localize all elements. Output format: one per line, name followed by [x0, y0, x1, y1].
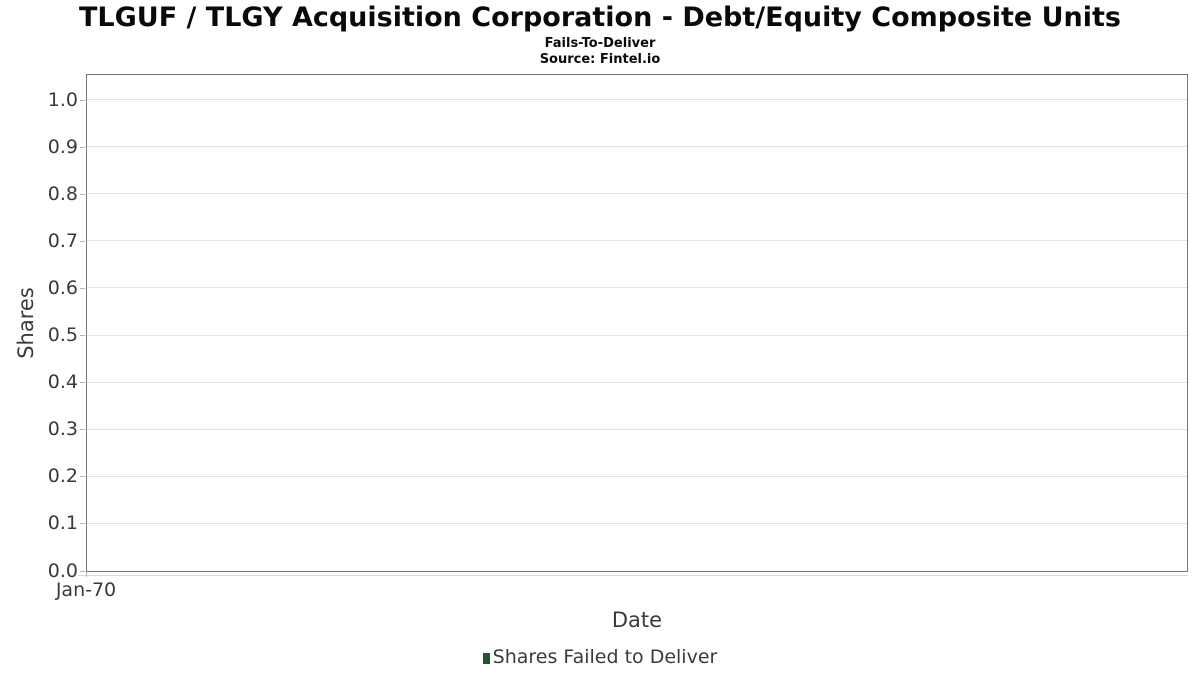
- x-axis-title: Date: [611, 608, 663, 632]
- x-tick-label: Jan-70: [55, 579, 117, 601]
- gridline: [87, 287, 1187, 289]
- y-tick-label: 0.6: [47, 276, 78, 299]
- axis-underline: [78, 575, 1188, 576]
- source-caption: Source: Fintel.io: [539, 52, 661, 67]
- y-tick-mark: [80, 476, 85, 478]
- y-tick-mark: [80, 523, 85, 525]
- gridline: [87, 240, 1187, 242]
- y-tick-mark: [80, 240, 85, 242]
- y-tick-label: 0.7: [47, 229, 78, 252]
- y-tick-mark: [80, 99, 85, 101]
- y-tick-mark: [80, 382, 85, 384]
- chart-title: TLGUF / TLGY Acquisition Corporation - D…: [78, 2, 1122, 33]
- y-tick-label: 0.5: [47, 324, 78, 346]
- y-tick-label: 0.3: [47, 418, 78, 441]
- gridline: [87, 428, 1187, 430]
- y-tick-mark: [80, 287, 85, 289]
- y-tick-label: 0.4: [47, 371, 78, 394]
- y-tick-mark: [80, 429, 85, 431]
- gridline: [87, 193, 1187, 195]
- y-tick-mark: [80, 570, 85, 572]
- y-tick-mark: [80, 193, 85, 195]
- legend: Shares Failed to Deliver: [0, 646, 1200, 668]
- y-tick-label: 0.2: [47, 465, 78, 488]
- y-tick-mark: [80, 335, 85, 336]
- gridline: [87, 522, 1187, 524]
- y-tick-label: 0.0: [47, 559, 78, 582]
- y-tick-label: 0.8: [47, 182, 78, 205]
- gridline: [87, 381, 1187, 383]
- gridline: [87, 99, 1187, 100]
- gridline: [87, 475, 1187, 477]
- y-tick-label: 0.9: [47, 135, 78, 158]
- gridline: [87, 334, 1187, 336]
- legend-label: Shares Failed to Deliver: [492, 646, 718, 668]
- gridline: [87, 146, 1187, 148]
- legend-marker-icon: [482, 652, 490, 664]
- x-tick-mark: [86, 572, 87, 577]
- y-tick-label: 1.0: [47, 88, 78, 111]
- y-tick-label: 0.1: [47, 512, 78, 535]
- plot-area: [86, 74, 1188, 572]
- y-tick-mark: [80, 146, 85, 148]
- chart-subtitle: Fails-To-Deliver: [544, 36, 656, 51]
